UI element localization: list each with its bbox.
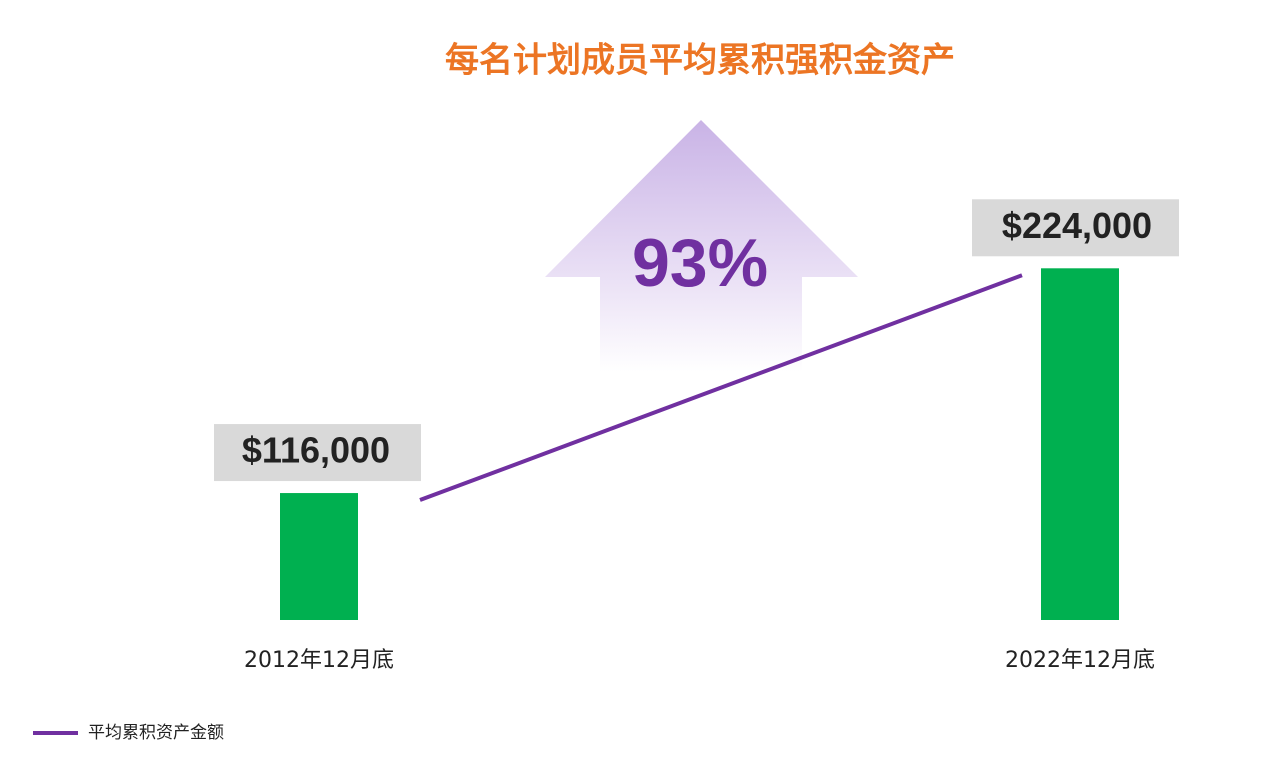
increase-arrow <box>545 120 858 372</box>
legend-label: 平均累积资产金额 <box>88 723 224 743</box>
trend-line <box>419 273 1023 502</box>
bar <box>280 493 358 620</box>
value-label: $224,000 <box>1002 205 1152 246</box>
growth-annotation: 93% <box>632 225 768 301</box>
value-label: $116,000 <box>242 430 390 471</box>
value-label-box <box>214 424 421 482</box>
value-label-box <box>972 199 1179 257</box>
x-tick-label: 2012年12月底 <box>244 648 394 673</box>
x-tick-label: 2022年12月底 <box>1005 648 1155 673</box>
bar <box>1041 268 1119 620</box>
chart-title: 每名计划成员平均累积强积金资产 <box>445 41 955 81</box>
